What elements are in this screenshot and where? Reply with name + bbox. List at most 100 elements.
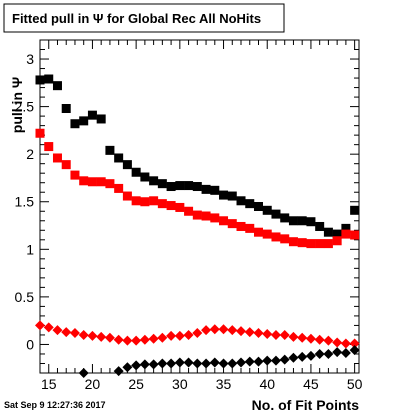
data-point-diamond <box>201 325 212 336</box>
data-point-square <box>253 202 263 211</box>
data-point-square <box>315 239 325 249</box>
data-point-square <box>245 199 255 209</box>
data-point-diamond <box>139 359 150 370</box>
data-point-diamond <box>314 334 325 345</box>
data-point-square <box>341 223 351 233</box>
data-point-diamond <box>332 347 343 358</box>
data-point-diamond <box>174 330 185 341</box>
data-point-square <box>184 181 194 191</box>
data-point-diamond <box>279 329 290 340</box>
x-axis-label: No. of Fit Points <box>252 397 360 413</box>
data-point-square <box>184 206 194 216</box>
data-point-diamond <box>201 358 212 369</box>
x-tick-label: 40 <box>259 376 275 392</box>
data-point-diamond <box>166 358 177 369</box>
data-point-square <box>297 216 307 226</box>
data-point-square <box>271 232 281 242</box>
data-point-diamond <box>340 348 351 359</box>
data-point-diamond <box>209 357 220 368</box>
data-point-diamond <box>104 332 115 343</box>
data-point-square <box>297 238 307 248</box>
data-point-square <box>105 145 115 155</box>
data-point-square <box>175 181 185 191</box>
series-2 <box>35 128 360 249</box>
data-point-square <box>236 221 246 231</box>
x-tick-label: 25 <box>128 376 144 392</box>
timestamp: Sat Sep 9 12:27:36 2017 <box>4 400 106 410</box>
data-point-diamond <box>288 331 299 342</box>
x-axis-ticks: 15 20 25 30 35 40 45 50 <box>39 40 363 392</box>
data-point-square <box>79 116 89 126</box>
data-point-square <box>52 153 62 163</box>
data-point-diamond <box>323 335 334 346</box>
x-tick-label: 30 <box>172 376 188 392</box>
data-point-diamond <box>323 348 334 359</box>
data-point-square <box>306 217 316 227</box>
data-point-square <box>262 229 272 239</box>
y-tick-label: 1 <box>26 241 34 257</box>
data-point-diamond <box>43 322 54 333</box>
data-point-square <box>227 191 237 201</box>
data-point-square <box>192 210 202 220</box>
data-point-diamond <box>157 332 168 343</box>
data-markers <box>35 74 360 378</box>
data-point-diamond <box>87 330 98 341</box>
data-point-diamond <box>227 358 238 369</box>
data-point-square <box>227 219 237 229</box>
data-point-square <box>61 104 71 114</box>
data-point-square <box>70 119 80 129</box>
data-point-diamond <box>122 362 133 373</box>
data-point-square <box>44 142 54 152</box>
data-point-diamond <box>52 325 63 336</box>
data-point-square <box>236 196 246 206</box>
data-point-diamond <box>253 328 264 339</box>
data-point-diamond <box>166 330 177 341</box>
data-point-square <box>87 110 97 120</box>
data-point-diamond <box>349 338 360 349</box>
data-point-diamond <box>192 358 203 369</box>
data-point-diamond <box>183 329 194 340</box>
data-point-square <box>350 230 360 240</box>
data-point-diamond <box>270 355 281 366</box>
chart-title: Fitted pull in Ψ for Global Rec All NoHi… <box>12 11 261 26</box>
data-point-square <box>219 190 229 200</box>
data-point-square <box>332 229 342 239</box>
data-point-diamond <box>218 324 229 335</box>
data-point-square <box>35 128 45 138</box>
data-point-square <box>262 205 272 215</box>
data-point-diamond <box>332 337 343 348</box>
data-point-square <box>166 201 176 211</box>
data-point-square <box>350 205 360 215</box>
data-point-diamond <box>139 334 150 345</box>
data-point-square <box>35 75 45 85</box>
data-point-square <box>105 179 115 189</box>
data-point-diamond <box>131 335 142 346</box>
data-point-diamond <box>131 360 142 371</box>
y-tick-label: 3 <box>26 51 34 67</box>
data-point-square <box>114 183 124 193</box>
data-point-square <box>122 160 132 170</box>
data-point-square <box>306 239 316 249</box>
data-point-square <box>140 172 150 182</box>
data-point-square <box>140 197 150 207</box>
data-point-square <box>87 177 97 187</box>
data-point-square <box>271 209 281 219</box>
data-point-diamond <box>78 368 89 378</box>
data-point-square <box>288 237 298 247</box>
data-point-diamond <box>227 325 238 336</box>
data-point-square <box>210 185 220 195</box>
data-point-square <box>61 160 71 170</box>
data-point-diamond <box>244 356 255 367</box>
data-point-diamond <box>288 352 299 363</box>
data-point-square <box>280 213 290 223</box>
data-point-square <box>131 167 141 177</box>
data-point-diamond <box>35 320 45 331</box>
data-point-square <box>96 177 106 187</box>
data-point-diamond <box>174 357 185 368</box>
data-point-diamond <box>183 357 194 368</box>
data-point-diamond <box>113 366 124 377</box>
data-point-square <box>131 196 141 206</box>
data-point-diamond <box>148 359 159 370</box>
y-tick-label: 2 <box>26 146 34 162</box>
